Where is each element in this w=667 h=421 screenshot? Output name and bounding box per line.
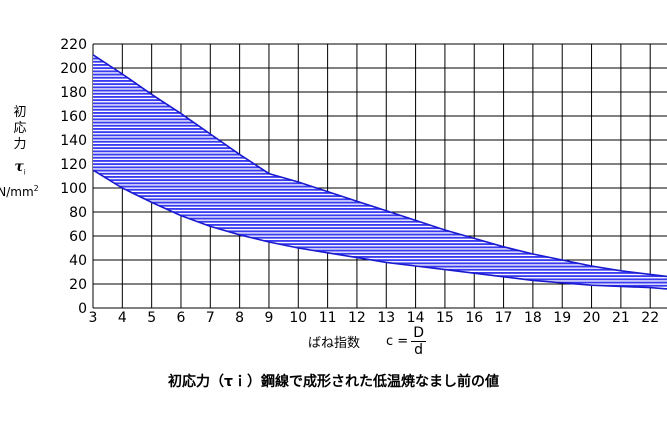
x-tick-label: 20	[583, 310, 601, 326]
x-tick-label: 8	[235, 310, 244, 326]
x-tick-label: 19	[553, 310, 571, 326]
x-tick-label: 10	[289, 310, 307, 326]
x-tick-labels: 3 4 5 6 7 8 9 10 11 12 13 14 15 16 17 18 19 20 21 22	[89, 310, 660, 326]
y-axis-symbol: τi	[0, 159, 40, 181]
band-area	[93, 54, 667, 289]
y-tick-label: 0	[78, 301, 87, 317]
formula-fraction: D d	[411, 325, 426, 358]
y-tick-label: 120	[60, 157, 87, 173]
x-tick-label: 15	[436, 310, 454, 326]
x-tick-label: 18	[524, 310, 542, 326]
y-axis-unit: N/mm2	[0, 181, 40, 200]
x-tick-label: 21	[612, 310, 630, 326]
y-tick-label: 40	[69, 253, 87, 269]
x-tick-label: 4	[118, 310, 127, 326]
y-tick-label: 100	[60, 181, 87, 197]
y-axis-label-char: 力	[13, 137, 27, 152]
x-tick-label: 17	[495, 310, 513, 326]
y-axis-label: 初 応 力 τi N/mm2	[0, 105, 40, 200]
x-axis-label-text: ばね指数	[308, 336, 361, 351]
lower-boundary-line	[93, 169, 667, 290]
formula-numerator: D	[411, 325, 426, 342]
formula-denominator: d	[414, 342, 424, 358]
x-tick-label: 6	[177, 310, 186, 326]
y-tick-label: 180	[60, 85, 87, 101]
y-tick-label: 20	[69, 277, 87, 293]
formula-lhs: c =	[386, 334, 409, 349]
x-tick-label: 22	[641, 310, 659, 326]
tau-subscript: i	[23, 168, 26, 177]
x-tick-label: 9	[264, 310, 273, 326]
x-tick-label: 5	[147, 310, 156, 326]
y-tick-label: 140	[60, 133, 87, 149]
unit-superscript: 2	[33, 183, 39, 193]
x-tick-label: 3	[89, 310, 98, 326]
tau-symbol: τ	[14, 159, 24, 175]
y-axis-label-char: 初	[13, 105, 27, 120]
y-tick-label: 200	[60, 61, 87, 77]
x-tick-label: 14	[407, 310, 425, 326]
upper-boundary-line	[93, 54, 667, 278]
x-tick-label: 11	[319, 310, 337, 326]
x-axis-label: ばね指数 c = D d	[308, 325, 426, 358]
x-tick-label: 12	[348, 310, 366, 326]
x-tick-label: 13	[377, 310, 395, 326]
y-tick-label: 80	[69, 205, 87, 221]
unit-text: N/mm	[0, 184, 34, 199]
x-tick-label: 7	[206, 310, 215, 326]
y-tick-label: 220	[60, 37, 87, 53]
y-tick-label: 60	[69, 229, 87, 245]
band-polygon	[93, 54, 667, 289]
y-tick-label: 160	[60, 109, 87, 125]
y-axis-label-char: 応	[13, 121, 27, 136]
y-tick-labels: 0 20 40 60 80 100 120 140 160 180 200 220	[60, 37, 87, 317]
x-tick-label: 16	[465, 310, 483, 326]
boundary-curves	[93, 54, 667, 290]
chart-caption: 初応力（τｉ）鋼線で成形された低温焼なまし前の値	[168, 374, 499, 390]
